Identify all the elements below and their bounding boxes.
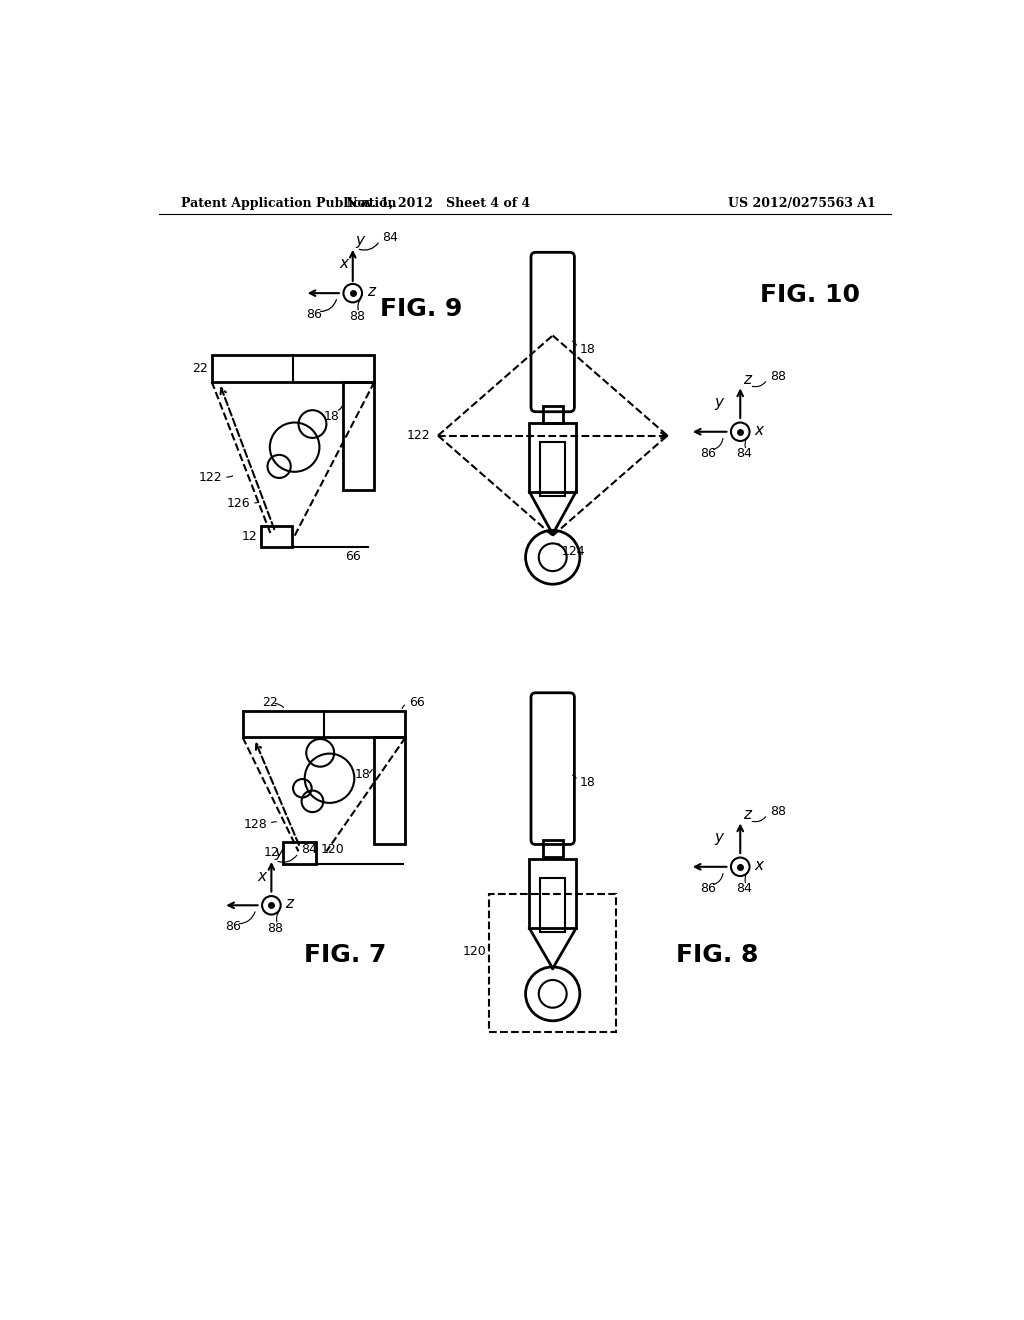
Text: 86: 86 [699,446,716,459]
Text: Nov. 1, 2012   Sheet 4 of 4: Nov. 1, 2012 Sheet 4 of 4 [346,197,530,210]
Text: FIG. 7: FIG. 7 [304,944,386,968]
Text: 84: 84 [382,231,398,244]
Text: 122: 122 [199,471,222,484]
Text: z: z [367,284,375,300]
Bar [529,859,575,928]
Bar [343,381,375,490]
Text: US 2012/0275563 A1: US 2012/0275563 A1 [728,197,877,210]
Text: 84: 84 [736,882,752,895]
Text: FIG. 8: FIG. 8 [676,944,758,968]
Text: 128: 128 [244,818,267,832]
Text: FIG. 10: FIG. 10 [760,284,860,308]
Bar [243,711,406,738]
Text: Patent Application Publication: Patent Application Publication [180,197,396,210]
Bar [375,738,406,843]
Bar [212,355,375,381]
Text: x: x [258,869,266,883]
Text: y: y [274,845,284,861]
Text: z: z [743,372,752,387]
Text: 84: 84 [736,446,752,459]
Text: 120: 120 [321,843,344,857]
Text: 18: 18 [354,768,371,781]
Bar [543,405,563,422]
Text: 22: 22 [262,696,278,709]
Text: 86: 86 [699,882,716,895]
Text: x: x [755,858,763,873]
Text: FIG. 9: FIG. 9 [380,297,462,321]
Text: 126: 126 [227,496,251,510]
Text: 120: 120 [462,945,486,958]
Bar [541,878,565,932]
Text: y: y [714,830,723,845]
Text: z: z [743,807,752,822]
Text: 88: 88 [770,805,785,818]
Text: 88: 88 [267,921,284,935]
Bar [283,842,315,863]
Text: 88: 88 [770,370,785,383]
Text: 22: 22 [193,362,208,375]
Text: 18: 18 [580,343,596,356]
Text: 88: 88 [348,310,365,323]
Text: x: x [339,256,348,272]
Bar [489,894,616,1032]
Bar [543,840,563,857]
Text: 12: 12 [242,529,257,543]
Text: 66: 66 [410,696,425,709]
Text: 66: 66 [345,550,360,564]
Text: 124: 124 [562,545,586,557]
Text: y: y [714,395,723,411]
Bar [541,442,565,496]
Text: 18: 18 [324,409,340,422]
Text: 86: 86 [224,920,241,933]
Text: y: y [356,234,365,248]
Bar [261,525,292,548]
Text: 122: 122 [407,429,430,442]
Bar [529,422,575,492]
Text: 18: 18 [580,776,596,788]
Text: 86: 86 [306,308,322,321]
Text: x: x [755,422,763,438]
Text: 12: 12 [263,846,280,859]
Text: 84: 84 [301,843,316,857]
Text: z: z [286,896,293,911]
